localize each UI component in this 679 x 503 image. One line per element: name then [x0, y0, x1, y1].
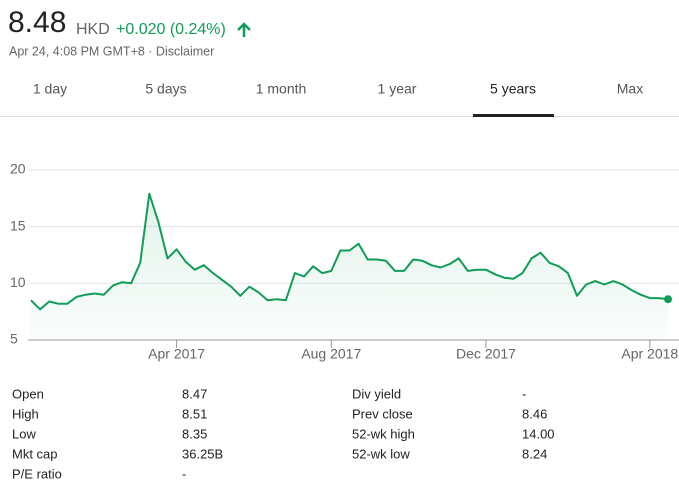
stat-label: Mkt cap — [12, 446, 58, 461]
stat-label: High — [12, 406, 39, 421]
change: +0.020 (0.24%) — [116, 21, 226, 38]
y-tick-label: 10 — [10, 274, 26, 290]
end-dot — [664, 295, 672, 304]
stat-label: 52-wk low — [352, 446, 410, 461]
y-tick-label: 5 — [10, 331, 18, 347]
tab-underline — [473, 114, 554, 117]
tab[interactable]: 1 year — [378, 81, 417, 97]
currency: HKD — [76, 21, 110, 38]
stat-value: 8.51 — [182, 406, 207, 421]
stat-value: - — [522, 386, 526, 401]
x-tick-label: Apr 2018 — [621, 346, 678, 362]
tab[interactable]: 1 day — [33, 81, 67, 97]
stat-label: Div yield — [352, 386, 401, 401]
stat-label: 52-wk high — [352, 426, 415, 441]
stat-label: P/E ratio — [12, 466, 62, 481]
tab[interactable]: Max — [617, 81, 643, 97]
price-line — [30, 192, 669, 311]
tab[interactable]: 5 years — [490, 81, 536, 97]
stat-value: 8.24 — [522, 446, 547, 461]
x-tick-label: Apr 2017 — [148, 346, 205, 362]
y-tick-label: 20 — [10, 161, 26, 177]
area — [31, 193, 668, 340]
stat-value: 14.00 — [522, 426, 555, 441]
stat-value: 36.25B — [182, 446, 223, 461]
timestamp: Apr 24, 4:08 PM GMT+8 · Disclaimer — [9, 44, 214, 58]
stat-value: 8.47 — [182, 386, 207, 401]
y-tick-label: 15 — [10, 217, 26, 233]
stat-label: Low — [12, 426, 36, 441]
up-arrow — [237, 22, 251, 37]
price: 8.48 — [8, 6, 66, 39]
stat-label: Prev close — [352, 406, 413, 421]
x-tick-label: Dec 2017 — [456, 346, 516, 362]
stat-label: Open — [12, 386, 44, 401]
stat-value: 8.46 — [522, 406, 547, 421]
tab[interactable]: 5 days — [145, 81, 186, 97]
stat-value: - — [182, 466, 186, 481]
tab[interactable]: 1 month — [256, 81, 307, 97]
x-tick-label: Aug 2017 — [301, 346, 361, 362]
stat-value: 8.35 — [182, 426, 207, 441]
